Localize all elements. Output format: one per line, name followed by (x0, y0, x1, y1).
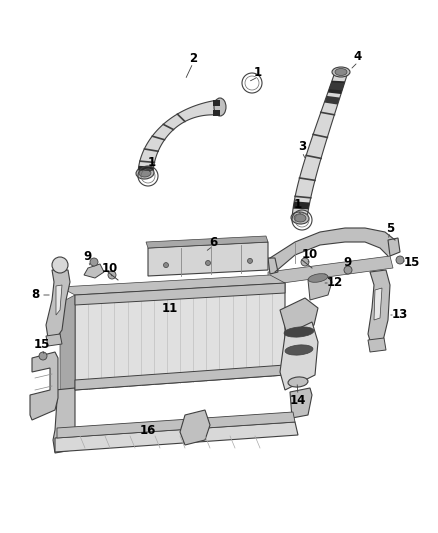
Text: 5: 5 (386, 222, 394, 235)
Ellipse shape (139, 169, 151, 177)
Circle shape (90, 258, 98, 266)
Polygon shape (75, 283, 285, 305)
Polygon shape (280, 298, 318, 338)
Polygon shape (308, 274, 332, 300)
Text: 8: 8 (31, 288, 39, 302)
Polygon shape (213, 100, 220, 106)
Polygon shape (138, 166, 154, 171)
Polygon shape (328, 80, 345, 94)
Polygon shape (30, 352, 58, 420)
Text: 9: 9 (344, 256, 352, 270)
Circle shape (396, 256, 404, 264)
Ellipse shape (285, 345, 313, 355)
Text: 6: 6 (209, 236, 217, 248)
Polygon shape (84, 264, 104, 278)
Polygon shape (368, 270, 390, 347)
Polygon shape (75, 283, 285, 390)
Polygon shape (75, 365, 285, 390)
Polygon shape (57, 412, 295, 438)
Polygon shape (290, 388, 312, 418)
Polygon shape (268, 256, 393, 285)
Polygon shape (268, 258, 278, 274)
Ellipse shape (332, 67, 350, 77)
Circle shape (301, 258, 309, 266)
Polygon shape (280, 322, 318, 390)
Circle shape (163, 263, 169, 268)
Text: 10: 10 (102, 262, 118, 274)
Polygon shape (46, 270, 70, 340)
Text: 12: 12 (327, 277, 343, 289)
Text: 15: 15 (34, 338, 50, 351)
Ellipse shape (288, 377, 308, 387)
Circle shape (247, 259, 252, 263)
Polygon shape (368, 338, 386, 352)
Text: 11: 11 (162, 302, 178, 314)
Circle shape (52, 257, 68, 273)
Polygon shape (293, 201, 310, 209)
Text: 1: 1 (254, 66, 262, 78)
Polygon shape (55, 422, 298, 452)
Text: 2: 2 (189, 52, 197, 64)
Text: 1: 1 (294, 198, 302, 212)
Text: 4: 4 (354, 51, 362, 63)
Polygon shape (292, 72, 348, 218)
Polygon shape (270, 228, 395, 272)
Text: 15: 15 (404, 255, 420, 269)
Text: 10: 10 (302, 248, 318, 262)
Polygon shape (138, 100, 218, 175)
Text: 3: 3 (298, 141, 306, 154)
Polygon shape (60, 275, 285, 295)
Ellipse shape (284, 327, 314, 337)
Polygon shape (388, 238, 400, 256)
Text: 9: 9 (84, 251, 92, 263)
Polygon shape (374, 288, 382, 320)
Circle shape (108, 271, 116, 279)
Text: 16: 16 (140, 424, 156, 437)
Polygon shape (180, 410, 210, 445)
Polygon shape (329, 83, 344, 91)
Text: 14: 14 (290, 393, 306, 407)
Polygon shape (53, 388, 75, 453)
Ellipse shape (308, 273, 328, 282)
Polygon shape (213, 110, 220, 116)
Ellipse shape (335, 69, 347, 76)
Ellipse shape (214, 98, 226, 116)
Polygon shape (324, 96, 340, 104)
Text: 1: 1 (148, 156, 156, 168)
Text: 13: 13 (392, 309, 408, 321)
Ellipse shape (136, 167, 154, 179)
Ellipse shape (291, 212, 309, 224)
Polygon shape (148, 242, 268, 276)
Polygon shape (146, 236, 268, 248)
Polygon shape (56, 285, 62, 315)
Circle shape (344, 266, 352, 274)
Ellipse shape (294, 214, 306, 222)
Polygon shape (46, 334, 62, 346)
Circle shape (39, 352, 47, 360)
Polygon shape (60, 295, 75, 398)
Circle shape (205, 261, 211, 265)
